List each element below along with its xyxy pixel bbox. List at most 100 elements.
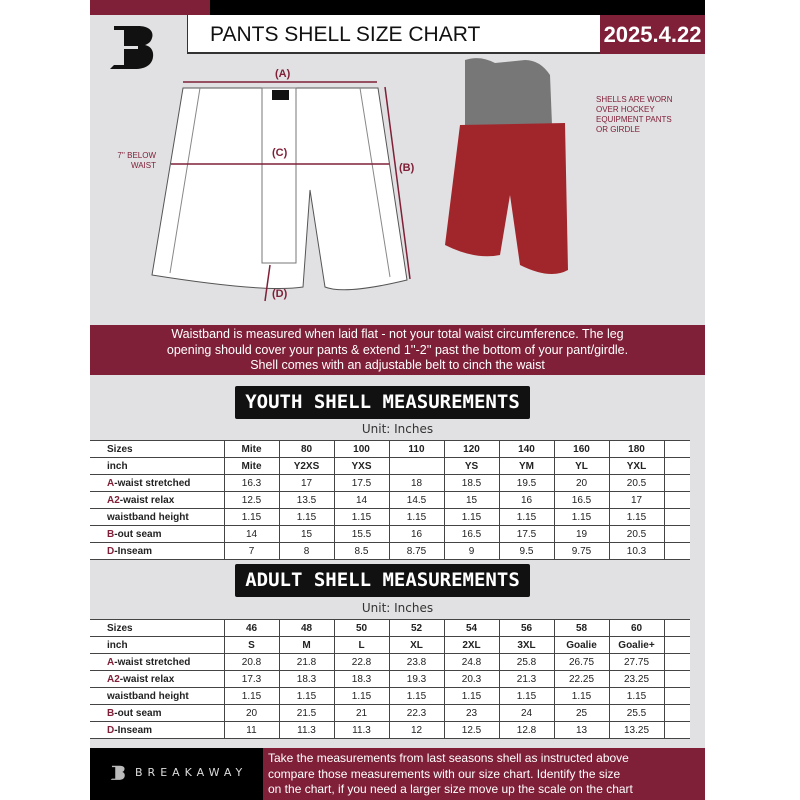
adult-title: ADULT SHELL MEASUREMENTS (235, 564, 530, 597)
footer-instructions: Take the measurements from last seasons … (263, 748, 705, 800)
row-label-text: Sizes (107, 622, 133, 634)
table-cell: 11.3 (278, 721, 335, 739)
table-cell: 17.3 (223, 670, 280, 688)
photo-note: SHELLS ARE WORN OVER HOCKEY EQUIPMENT PANT… (596, 95, 672, 135)
table-cell: 17 (608, 491, 665, 509)
table-cell: 50 (333, 619, 390, 637)
table-cell: 48 (278, 619, 335, 637)
table-cell: 1.15 (443, 508, 500, 526)
table-cell: 110 (388, 440, 445, 458)
table-cell: 16 (498, 491, 555, 509)
row-label-text: -waist relax (119, 494, 175, 506)
table-cell-blank (663, 670, 690, 688)
table-row: B-out seam 20 21.5 21 22.3 23 24 25 25.5 (90, 704, 690, 722)
table-cell: 140 (498, 440, 555, 458)
table-cell: Y2XS (278, 457, 335, 475)
row-label: A2-waist relax (90, 491, 225, 509)
brand-name: BREAKAWAY (135, 766, 248, 779)
table-cell-blank (663, 619, 690, 637)
youth-title: YOUTH SHELL MEASUREMENTS (235, 386, 530, 419)
row-prefix: A (107, 477, 115, 489)
table-cell: 17.5 (498, 525, 555, 543)
table-cell: 56 (498, 619, 555, 637)
row-label: Sizes (90, 440, 225, 458)
table-cell: YXL (608, 457, 665, 475)
table-cell: 1.15 (388, 508, 445, 526)
table-cell: 27.75 (608, 653, 665, 671)
row-label: A2-waist relax (90, 670, 225, 688)
table-cell: 8 (278, 542, 335, 560)
table-cell: 22.25 (553, 670, 610, 688)
table-cell: 20.8 (223, 653, 280, 671)
table-cell: 22.3 (388, 704, 445, 722)
table-row: A2-waist relax 12.5 13.5 14 14.5 15 16 16.5 17 (90, 491, 690, 509)
c-note: 7'' BELOW WAIST (110, 151, 156, 171)
table-cell: 17 (278, 474, 335, 492)
table-cell: 13.25 (608, 721, 665, 739)
table-cell: 1.15 (278, 508, 335, 526)
youth-table: Sizes Mite 80 100 110 120 140 160 180 inch Mite Y2X… (90, 440, 690, 560)
top-bar-accent (90, 0, 210, 15)
row-prefix: B (107, 707, 115, 719)
table-row: B-out seam 14 15 15.5 16 16.5 17.5 19 20.5 (90, 525, 690, 543)
row-label-text: -out seam (114, 707, 162, 719)
footer-line: Take the measurements from last seasons … (268, 751, 629, 765)
table-row: D-Inseam 7 8 8.5 8.75 9 9.5 9.75 10.3 (90, 542, 690, 560)
table-cell: 1.15 (443, 687, 500, 705)
table-cell: 18 (388, 474, 445, 492)
table-cell: 9.5 (498, 542, 555, 560)
banner-line: opening should cover your pants & extend… (166, 342, 629, 357)
row-label-text: Sizes (107, 443, 133, 455)
row-label: A-waist stretched (90, 474, 225, 492)
table-cell: 21.8 (278, 653, 335, 671)
table-cell: 15 (443, 491, 500, 509)
table-cell: 160 (553, 440, 610, 458)
breakaway-logo (110, 26, 154, 69)
row-label: D-Inseam (90, 721, 225, 739)
title-box: PANTS SHELL SIZE CHART (187, 15, 600, 54)
table-cell: 1.15 (333, 687, 390, 705)
table-cell: 1.15 (223, 508, 280, 526)
breakaway-logo-small (110, 765, 125, 780)
table-cell: 16.5 (443, 525, 500, 543)
table-cell: 100 (333, 440, 390, 458)
date-badge: 2025.4.22 (600, 15, 705, 54)
table-row: Sizes Mite 80 100 110 120 140 160 180 (90, 440, 690, 458)
table-row: Sizes 46 48 50 52 54 56 58 60 (90, 619, 690, 637)
table-cell: 23 (443, 704, 500, 722)
table-cell: XL (388, 636, 445, 654)
label-d: (D) (272, 288, 288, 300)
row-prefix: D (107, 545, 115, 557)
label-b: (B) (399, 162, 415, 174)
row-prefix: B (107, 528, 115, 540)
table-cell: 23.8 (388, 653, 445, 671)
table-cell (388, 457, 445, 475)
row-label: D-Inseam (90, 542, 225, 560)
table-cell: 12.8 (498, 721, 555, 739)
note-line: OVER HOCKEY (596, 105, 655, 114)
table-cell: 9 (443, 542, 500, 560)
table-cell: 2XL (443, 636, 500, 654)
youth-unit: Unit: Inches (361, 422, 434, 436)
adult-table: Sizes 46 48 50 52 54 56 58 60 inch S M L XL 2XL 3XL Goal… (90, 619, 690, 739)
note-line: SHELLS ARE WORN (596, 95, 673, 104)
banner-line: Shell comes with an adjustable belt to c… (250, 358, 545, 372)
table-row: D-Inseam 11 11.3 11.3 12 12.5 12.8 13 13.25 (90, 721, 690, 739)
table-cell: 1.15 (333, 508, 390, 526)
banner-line: Waistband is measured when laid flat - n… (171, 327, 624, 341)
table-cell: 1.15 (498, 508, 555, 526)
row-label-text: -waist relax (119, 673, 175, 685)
row-label: B-out seam (90, 704, 225, 722)
table-cell-blank (663, 457, 690, 475)
table-cell: 14.5 (388, 491, 445, 509)
row-label-text: -waist stretched (114, 477, 191, 489)
table-row: A-waist stretched 20.8 21.8 22.8 23.8 24.8 25.… (90, 653, 690, 671)
table-cell: YL (553, 457, 610, 475)
table-cell: 10.3 (608, 542, 665, 560)
table-cell: 20.5 (608, 474, 665, 492)
table-cell: 18.3 (278, 670, 335, 688)
row-label-text: waistband height (107, 690, 189, 702)
table-cell: 25.8 (498, 653, 555, 671)
table-cell: 25 (553, 704, 610, 722)
table-cell: 1.15 (608, 508, 665, 526)
